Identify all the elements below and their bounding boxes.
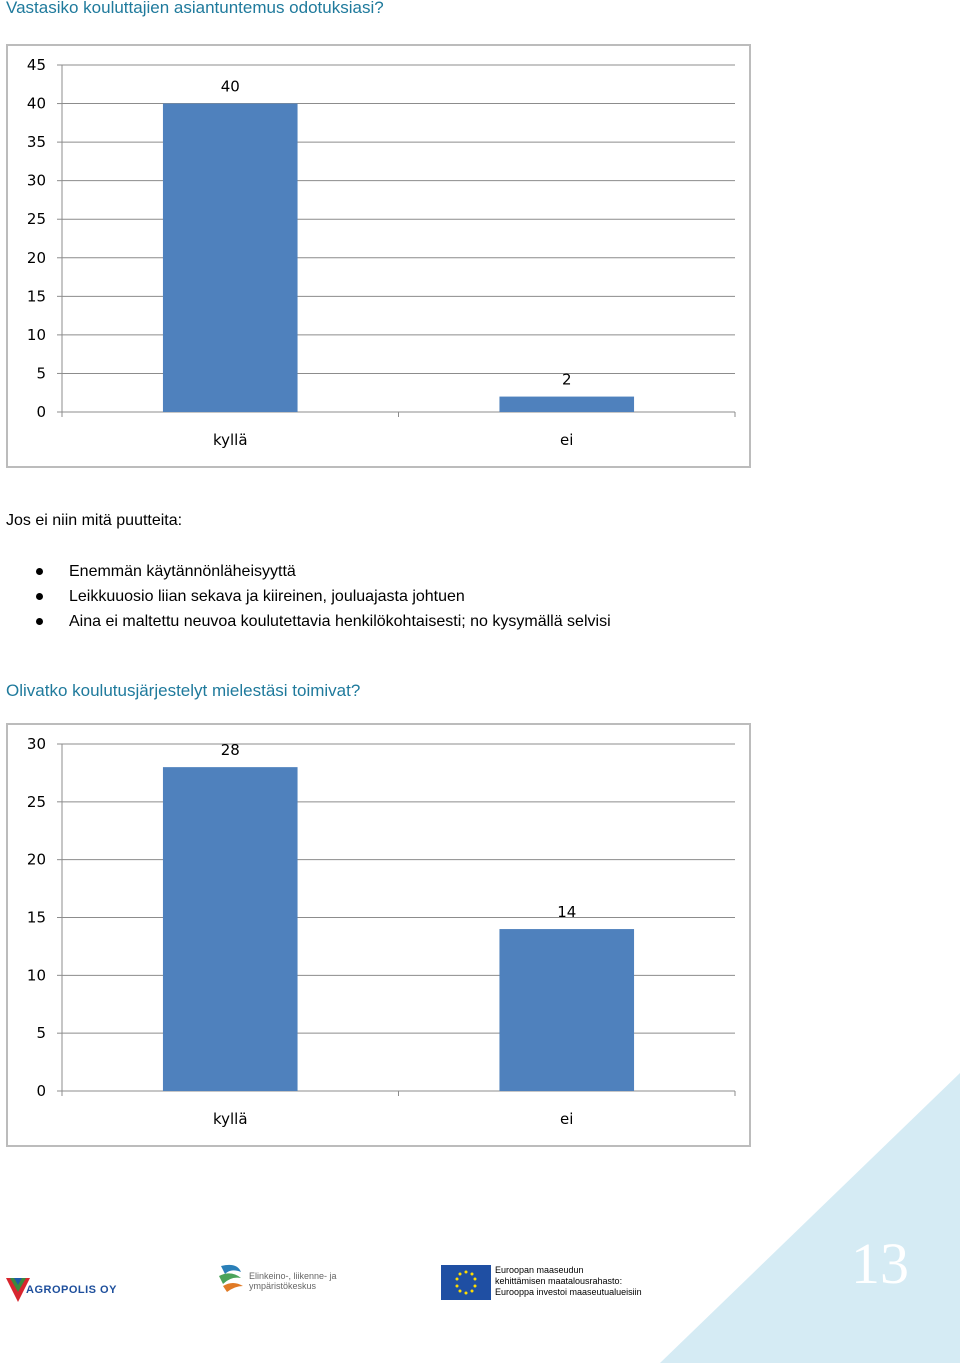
x-category-label: kyllä bbox=[213, 431, 248, 449]
y-tick-label: 10 bbox=[27, 326, 46, 344]
list-item: Leikkuuosio liian sekava ja kiireinen, j… bbox=[36, 586, 611, 611]
x-category-label: ei bbox=[560, 1110, 573, 1128]
bullet-icon bbox=[36, 593, 43, 600]
data-label: 2 bbox=[562, 371, 572, 389]
ely-logo-text-line1: Elinkeino-, liikenne- ja bbox=[249, 1271, 337, 1281]
eu-logo-text-line1: Euroopan maaseudun bbox=[495, 1265, 584, 1275]
y-tick-label: 0 bbox=[36, 1082, 46, 1100]
bar bbox=[499, 929, 635, 1091]
y-tick-label: 5 bbox=[36, 1024, 46, 1042]
list-item: Aina ei maltettu neuvoa koulutettavia he… bbox=[36, 611, 611, 636]
bar bbox=[162, 103, 298, 413]
bar bbox=[499, 396, 635, 412]
bar-chart-2: 0 5 10 15 20 25 30 28 kyllä 14 ei bbox=[6, 723, 751, 1147]
bullet-icon bbox=[36, 618, 43, 625]
y-tick-label: 30 bbox=[27, 172, 46, 190]
y-tick-label: 15 bbox=[27, 909, 46, 927]
y-tick-label: 25 bbox=[27, 793, 46, 811]
data-label: 14 bbox=[557, 903, 576, 921]
corner-triangle bbox=[660, 1073, 960, 1363]
ely-mark-icon bbox=[219, 1264, 243, 1292]
y-tick-label: 15 bbox=[27, 287, 46, 305]
bar-chart-1: 0 5 10 15 20 25 30 35 40 45 40 kyllä 2 ei bbox=[6, 44, 751, 468]
eu-flag-icon bbox=[441, 1265, 491, 1300]
data-label: 28 bbox=[221, 741, 240, 759]
y-tick-label: 30 bbox=[27, 735, 46, 753]
y-tick-label: 5 bbox=[36, 364, 46, 382]
bullet-icon bbox=[36, 568, 43, 575]
ely-centre-logo: Elinkeino-, liikenne- ja ympäristökeskus bbox=[217, 1262, 341, 1298]
y-tick-label: 35 bbox=[27, 133, 46, 151]
y-tick-label: 40 bbox=[27, 95, 46, 113]
list-item: Enemmän käytännönläheisyyttä bbox=[36, 561, 611, 586]
list-item-text: Enemmän käytännönläheisyyttä bbox=[69, 563, 296, 580]
corner-decoration bbox=[660, 1073, 960, 1363]
eu-logo-text-line3: Eurooppa investoi maaseutualueisiin bbox=[495, 1287, 642, 1297]
intro-text: Jos ei niin mitä puutteita: bbox=[6, 512, 183, 529]
bullet-list: Enemmän käytännönläheisyyttä Leikkuuosio… bbox=[36, 561, 611, 636]
ely-logo-text-line2: ympäristökeskus bbox=[249, 1281, 317, 1291]
eu-fund-logo: Euroopan maaseudun kehittämisen maatalou… bbox=[441, 1265, 656, 1300]
list-item-text: Aina ei maltettu neuvoa koulutettavia he… bbox=[69, 613, 611, 630]
bar bbox=[162, 767, 298, 1091]
eu-logo-text-line2: kehittämisen maatalousrahasto: bbox=[495, 1276, 623, 1286]
question-heading-1: Vastasiko kouluttajien asiantuntemus odo… bbox=[6, 0, 384, 17]
agropolis-logo-text: AGROPOLIS OY bbox=[26, 1284, 117, 1296]
x-category-label: kyllä bbox=[213, 1110, 248, 1128]
data-label: 40 bbox=[221, 78, 240, 96]
x-category-label: ei bbox=[560, 431, 573, 449]
y-tick-label: 10 bbox=[27, 966, 46, 984]
bar-chart-1-svg: 0 5 10 15 20 25 30 35 40 45 40 kyllä 2 ei bbox=[27, 56, 736, 449]
page-number: 13 bbox=[851, 1231, 909, 1296]
agropolis-mark-icon bbox=[6, 1278, 30, 1302]
y-tick-label: 45 bbox=[27, 56, 46, 74]
y-tick-label: 0 bbox=[36, 403, 46, 421]
list-item-text: Leikkuuosio liian sekava ja kiireinen, j… bbox=[69, 588, 465, 605]
question-heading-2: Olivatko koulutusjärjestelyt mielestäsi … bbox=[6, 681, 361, 700]
bar-chart-2-svg: 0 5 10 15 20 25 30 28 kyllä 14 ei bbox=[27, 735, 736, 1128]
agropolis-logo: AGROPOLIS OY bbox=[6, 1270, 116, 1304]
y-tick-label: 25 bbox=[27, 210, 46, 228]
y-tick-label: 20 bbox=[27, 249, 46, 267]
y-tick-label: 20 bbox=[27, 851, 46, 869]
